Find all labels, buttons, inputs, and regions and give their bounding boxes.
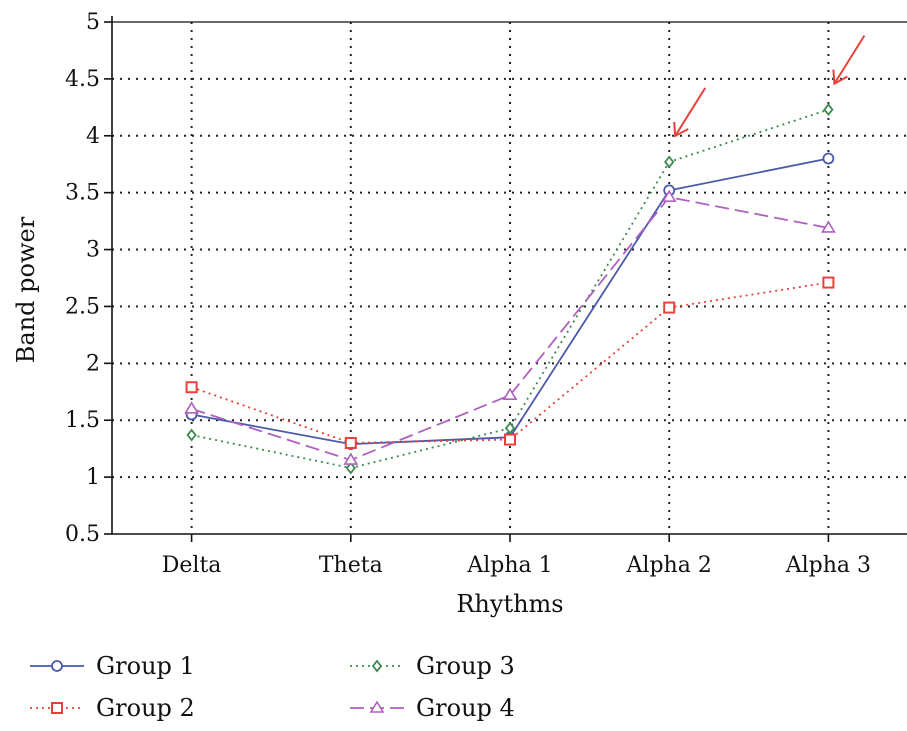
legend-item-4: Group 4 [350,694,515,722]
legend-marker-2 [51,702,63,714]
legend: Group 1 Group 2 Group 3 Group 4 [30,652,515,722]
y-tick-label-6: 3.5 [65,181,100,206]
y-tick-label-1: 1 [86,465,100,490]
x-tick-label-3: Alpha 2 [626,553,712,578]
series-3-point-4 [823,103,834,117]
x-axis-label: Rhythms [456,590,563,618]
x-tick-label-1: Theta [319,553,383,578]
series-2-point-4 [822,276,835,289]
series-1-point-4 [822,152,835,165]
series-4-point-0 [184,401,200,414]
series-line-2 [191,281,829,444]
legend-item-2: Group 2 [30,694,195,722]
series-2-point-2 [504,433,516,446]
series-2-point-3 [663,301,676,314]
series-2-point-1 [344,436,357,449]
series-4-point-2 [502,387,518,400]
legend-label-3: Group 3 [416,652,515,680]
series-4-point-4 [820,220,836,233]
legend-item-1: Group 1 [30,652,195,680]
series-line-4 [191,196,829,462]
legend-item-3: Group 3 [350,652,515,680]
annotation-arrowhead-0 [673,121,689,138]
legend-marker-4 [369,700,385,713]
series-4-point-3 [661,189,677,203]
legend-label-1: Group 1 [96,652,195,680]
y-tick-label-3: 2 [86,351,100,376]
y-tick-label-9: 5 [86,10,100,35]
y-axis-label: Band power [12,216,40,363]
y-tick-label-7: 4 [86,124,100,149]
legend-marker-1 [51,660,63,672]
x-tick-label-0: Delta [162,553,222,578]
series-line-3 [191,108,829,469]
series-3-point-3 [664,155,675,169]
legend-label-4: Group 4 [416,694,515,722]
annotation-arrowhead-1 [832,69,848,86]
legend-marker-3 [371,659,383,673]
y-tick-label-4: 2.5 [65,294,100,319]
series-2-point-0 [185,381,198,394]
series-lines [184,103,836,475]
y-tick-label-2: 1.5 [65,408,100,433]
annotations [673,35,866,138]
y-tick-label-5: 3 [86,238,100,263]
annotation-arrow-0 [674,87,707,137]
y-tick-label-8: 4.5 [65,67,100,92]
series-3-point-2 [504,421,516,435]
axes: 0.5 1 1.5 2 2.5 3 3.5 4 4.5 5 Delta Theta Alpha 1 Alp… [65,10,907,578]
series-3-point-1 [345,461,356,475]
y-tick-label-0: 0.5 [65,522,100,547]
x-tick-label-4: Alpha 3 [785,553,871,578]
series-3-point-0 [186,428,197,442]
x-tick-label-2: Alpha 1 [466,553,552,578]
legend-label-2: Group 2 [96,694,195,722]
series-4-point-1 [343,452,359,465]
annotation-arrow-1 [833,35,866,85]
